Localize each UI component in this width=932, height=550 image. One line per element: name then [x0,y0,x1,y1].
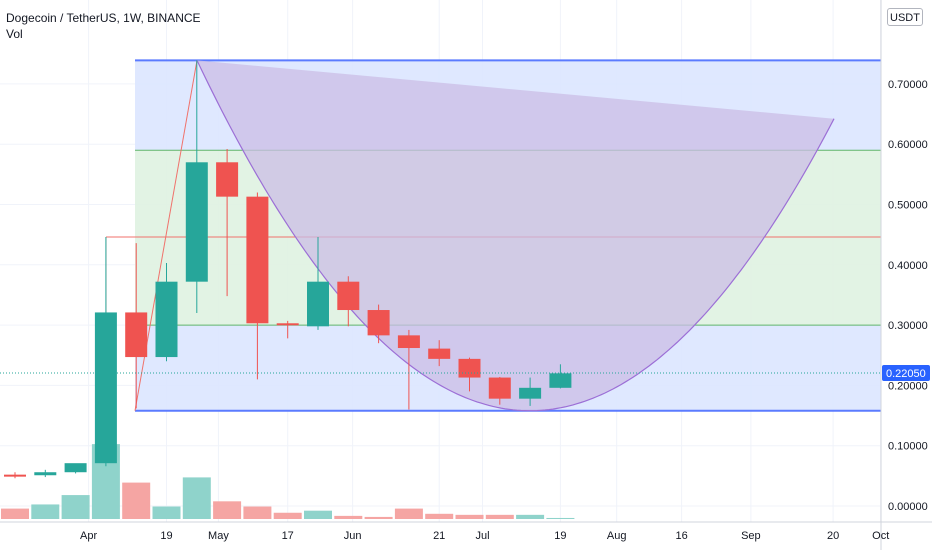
volume-bar [1,508,29,519]
candle-body [397,335,420,349]
volume-bar [182,477,211,519]
candle-body [367,310,390,336]
volume-bar [304,510,332,519]
x-tick-label: 21 [433,530,445,542]
x-tick-label: 16 [675,530,687,542]
candle-body [185,162,208,282]
volume-bar [31,504,60,519]
last-price-badge [882,365,930,382]
cup-fill [197,60,834,411]
x-tick-label: Aug [607,530,627,542]
volume-bar [213,501,242,519]
y-tick-label: 0.60000 [888,139,928,151]
candle-body [216,162,239,197]
candle-body [458,358,481,378]
volume-bar [455,514,484,519]
y-tick-label: 0.40000 [888,260,928,272]
candle-body [488,377,511,399]
candle-body [519,387,542,399]
x-tick-label: Oct [872,530,889,542]
candle-body [155,281,178,358]
candle-body [549,373,572,388]
x-tick-label: 20 [827,530,839,542]
y-tick-label: 0.10000 [888,441,928,453]
legend: Dogecoin / TetherUS, 1W, BINANCE Vol [6,10,201,42]
x-tick-label: 17 [282,530,294,542]
candle-body [125,312,148,358]
candle-body [337,281,360,311]
y-tick-label: 0.70000 [888,79,928,91]
x-tick-label: Sep [741,530,761,542]
indicator-label[interactable]: Vol [6,27,23,41]
candle-body [94,312,117,464]
volume-bar [485,514,514,519]
candle-body [4,474,26,477]
volume-bar [516,514,545,519]
currency-badge[interactable]: USDT [887,8,923,26]
cup-outline [196,60,835,412]
candle-body [64,463,87,473]
y-tick-label: 0.50000 [888,200,928,212]
volume-bar [61,495,90,519]
y-tick-label: 0.00000 [888,501,928,513]
x-tick-label: Jul [475,530,489,542]
y-tick-label: 0.30000 [888,320,928,332]
volume-bar [364,516,393,519]
x-tick-label: 19 [554,530,566,542]
x-tick-label: Jun [344,530,362,542]
volume-bars [1,444,575,519]
last-price-label: 0.22050 [886,368,926,380]
volume-bar [546,517,575,519]
y-tick-label: 0.20000 [888,380,928,392]
candle-body [428,348,451,359]
x-tick-label: May [208,530,229,542]
candle-body [307,281,329,327]
x-tick-label: Apr [80,530,97,542]
volume-bar [273,512,302,519]
candle-body [246,196,269,324]
volume-bar [334,515,363,519]
volume-bar [425,513,454,519]
candle-body [276,323,299,326]
volume-bar [243,506,272,519]
candles [4,60,572,479]
x-tick-label: 19 [160,530,172,542]
drawings[interactable] [105,59,881,412]
volume-bar [394,508,423,519]
symbol-title[interactable]: Dogecoin / TetherUS, 1W, BINANCE [6,11,201,25]
candle-body [34,472,57,476]
volume-bar [122,482,151,519]
volume-bar [152,506,181,519]
